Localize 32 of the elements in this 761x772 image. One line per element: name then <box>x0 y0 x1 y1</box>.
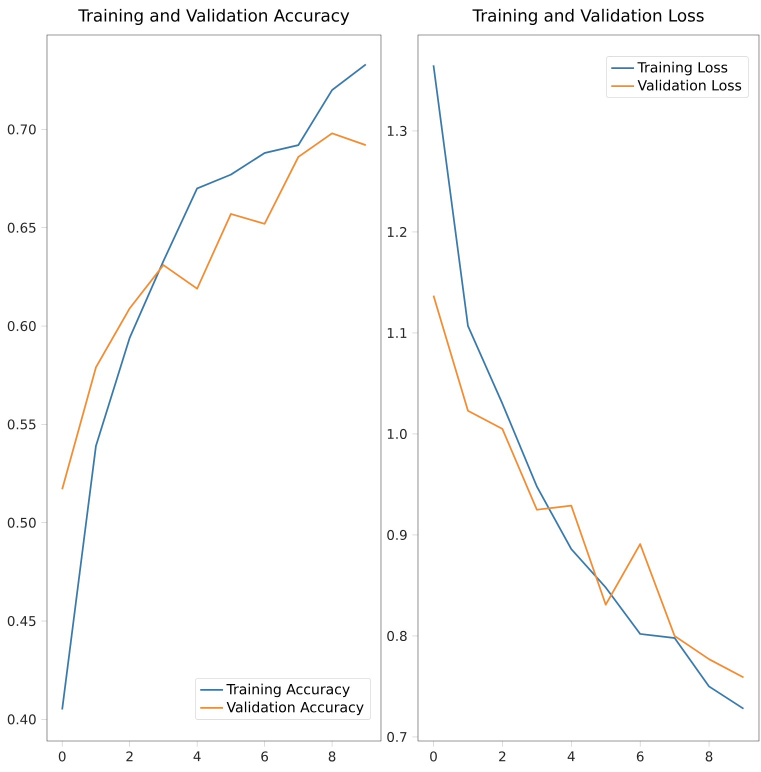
y-tick-label: 0.7 <box>387 732 406 742</box>
x-tick-label: 0 <box>430 751 437 762</box>
chart-title: Training and Validation Loss <box>472 8 704 25</box>
y-tick-label: 0.9 <box>387 530 407 540</box>
y-tick-label: 0.65 <box>8 222 36 233</box>
x-tick-label: 2 <box>499 751 506 762</box>
line-series <box>61 132 367 490</box>
y-tick-label: 1.2 <box>388 226 406 237</box>
chart-title: Training and Validation Accuracy <box>78 8 350 25</box>
x-tick-label: 4 <box>194 751 201 762</box>
legend-label: Validation Accuracy <box>226 702 364 716</box>
x-tick-label: 4 <box>568 751 575 762</box>
y-tick-label: 0.50 <box>8 518 36 528</box>
y-tick-label: 0.45 <box>8 616 36 626</box>
y-tick-label: 0.55 <box>8 419 36 430</box>
y-tick-label: 1.3 <box>388 126 407 136</box>
y-tick-label: 1.1 <box>388 328 406 338</box>
y-tick-label: 1.0 <box>388 428 407 439</box>
y-tick-label: 0.8 <box>387 630 407 641</box>
x-tick-label: 0 <box>58 751 66 762</box>
line-series <box>432 294 744 678</box>
legend-label: Validation Loss <box>638 80 742 91</box>
y-tick-label: 0.60 <box>8 320 36 332</box>
x-tick-label: 8 <box>706 751 712 762</box>
legend-label: Training Loss <box>637 62 728 76</box>
x-tick-label: 6 <box>261 751 268 762</box>
y-tick-label: 0.70 <box>8 124 36 134</box>
legend-label: Training Accuracy <box>226 684 350 698</box>
x-tick-label: 2 <box>126 751 133 762</box>
y-tick-label: 0.40 <box>8 714 36 724</box>
x-tick-label: 8 <box>328 751 336 762</box>
x-tick-label: 6 <box>636 751 644 762</box>
